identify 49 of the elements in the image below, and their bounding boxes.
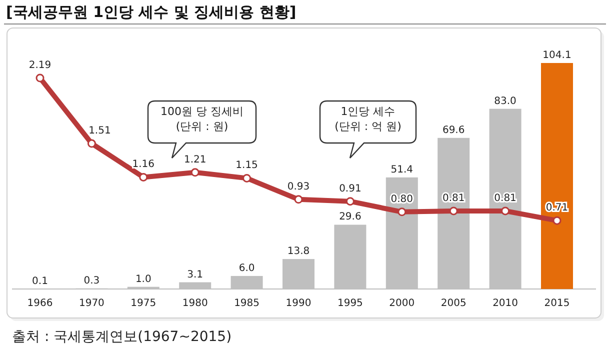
point xyxy=(87,139,96,148)
x-tick-label: 1980 xyxy=(182,298,208,309)
data-label: 1.51 xyxy=(88,126,111,137)
x-tick-label: 2010 xyxy=(492,298,518,309)
x-tick-label: 1966 xyxy=(27,298,53,309)
point xyxy=(242,174,252,182)
data-label: 0.93 xyxy=(287,181,310,192)
data-label: 104.1 xyxy=(542,50,572,61)
data-label: 13.8 xyxy=(287,246,310,258)
source-note: 출처 : 국세통계연보(1967~2015) xyxy=(12,329,232,345)
data-label: 2.19 xyxy=(28,60,52,71)
data-label: 0.1 xyxy=(32,276,48,287)
data-label: 29.6 xyxy=(339,212,362,223)
data-label: 0.3 xyxy=(84,275,100,286)
point xyxy=(294,195,303,204)
x-tick-label: 1990 xyxy=(286,298,312,309)
x-tick-label: 2015 xyxy=(544,298,570,309)
point xyxy=(449,206,458,216)
x-tick-label: 1995 xyxy=(337,298,363,309)
data-label: 0.71 xyxy=(546,202,568,214)
data-label: 6.0 xyxy=(238,262,255,274)
point xyxy=(346,197,354,206)
point xyxy=(501,206,510,216)
point xyxy=(398,208,406,216)
chart-title: [국세공무원 1인당 세수 및 징세비용 현황] xyxy=(6,3,296,21)
point xyxy=(552,216,562,225)
data-label: 69.6 xyxy=(442,124,465,136)
data-label: 1.0 xyxy=(135,274,152,285)
point xyxy=(36,74,44,82)
bar xyxy=(541,63,573,289)
data-label: 51.4 xyxy=(390,164,414,176)
point xyxy=(139,172,148,182)
x-tick-label: 2005 xyxy=(440,298,466,309)
data-label: 0.81 xyxy=(494,192,516,204)
data-label: 3.1 xyxy=(187,269,204,280)
point xyxy=(190,168,200,177)
data-label: 1.15 xyxy=(236,160,258,172)
x-tick-label: 2000 xyxy=(389,298,415,309)
data-label: 1.21 xyxy=(184,154,206,166)
data-label: 0.91 xyxy=(339,183,362,194)
data-label: 0.81 xyxy=(442,192,465,204)
x-tick-label: 1985 xyxy=(234,298,260,309)
x-tick-label: 1975 xyxy=(130,298,156,309)
data-label: 83.0 xyxy=(494,96,516,107)
data-label: 0.80 xyxy=(390,194,414,205)
data-label: 1.16 xyxy=(132,159,155,170)
annotation: 100원 당 징세비 (단위 : 원) xyxy=(160,105,244,133)
x-tick-label: 1970 xyxy=(78,298,104,309)
annotation: 1인당 세수 (단위 : 억 원) xyxy=(334,105,402,133)
